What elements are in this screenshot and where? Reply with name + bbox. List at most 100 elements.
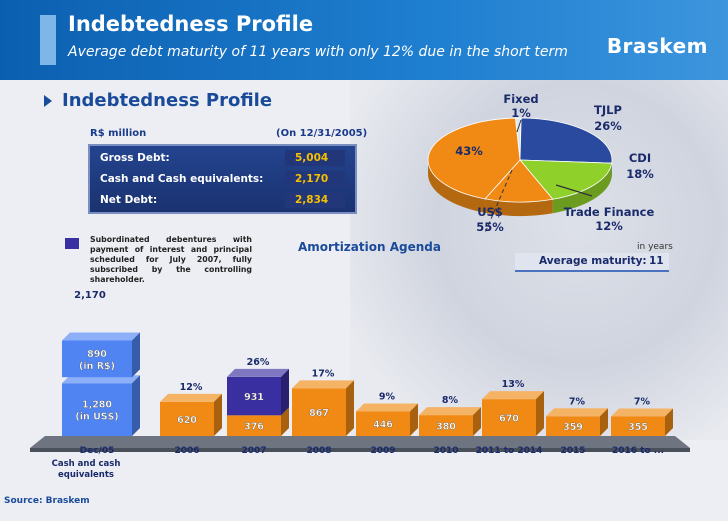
bar-0-upper-side xyxy=(132,332,140,378)
bar-value-label: 376 xyxy=(244,422,264,433)
bar-category-label: Dec/05 xyxy=(80,446,115,456)
logo-text: Braskem xyxy=(606,34,708,58)
bar-value-label: 359 xyxy=(563,422,583,433)
bar-2-upper-top xyxy=(227,368,289,377)
header-accent-bar xyxy=(40,15,56,65)
bar-6-lower-front xyxy=(482,399,536,436)
bar-7-lower xyxy=(546,408,608,436)
avg-maturity-value: 11 xyxy=(649,255,664,267)
row-value: 2,834 xyxy=(295,194,329,206)
bar-value-label: 446 xyxy=(373,420,393,431)
bar-3-lower-top xyxy=(292,380,354,389)
bar-chart-floor xyxy=(30,436,690,448)
bar-percent-label: 7% xyxy=(569,396,586,407)
bar-2-upper-side xyxy=(281,368,289,416)
bar-8-lower xyxy=(611,408,673,436)
bar-category-label: 2009 xyxy=(370,446,395,456)
bar-7-lower-front xyxy=(546,416,600,436)
bar-4-lower-top xyxy=(356,403,418,412)
bar-2-lower-front xyxy=(227,415,281,436)
bar-6-lower-side xyxy=(536,391,544,436)
bar-value-label: 867 xyxy=(309,408,329,419)
bar-6-lower xyxy=(482,391,544,436)
average-maturity-box: Average maturity: 11 xyxy=(515,253,669,272)
bar-percent-label: 7% xyxy=(634,396,651,407)
bar-value-label: 355 xyxy=(628,422,648,433)
row-value: 2,170 xyxy=(295,173,329,185)
bar-3-lower-front xyxy=(292,388,346,436)
bar-category-label: 2016 to ... xyxy=(612,446,664,456)
bar-category-label: 2008 xyxy=(306,446,331,456)
bar-1-lower xyxy=(160,393,222,436)
table-date-label: (On 12/31/2005) xyxy=(276,128,368,139)
table-row: Gross Debt: 5,004 xyxy=(90,148,355,168)
table-row: Net Debt: 2,834 xyxy=(90,190,355,210)
bar-1-lower-front xyxy=(160,401,214,436)
units-note: in years xyxy=(637,242,673,252)
bar-0-upper-front xyxy=(62,340,132,378)
bar-percent-label: 8% xyxy=(442,395,459,406)
bar-4-lower xyxy=(356,403,418,436)
page-subtitle: Average debt maturity of 11 years with o… xyxy=(68,44,568,60)
header-banner: Indebtedness Profile Average debt maturi… xyxy=(0,0,728,80)
page-title: Indebtedness Profile xyxy=(68,12,314,36)
row-label: Gross Debt: xyxy=(100,152,170,164)
bar-5-lower-top xyxy=(419,407,481,416)
bar-percent-label: 13% xyxy=(502,379,525,390)
table-row: Cash and Cash equivalents: 2,170 xyxy=(90,169,355,189)
table-unit-label: R$ million xyxy=(90,128,147,139)
bar-total-label: 2,170 xyxy=(74,290,106,301)
bar-category-label: 2007 xyxy=(241,446,266,456)
bar-value-label: 1,280 xyxy=(82,400,112,411)
bar-category-note: equivalents xyxy=(58,470,114,480)
bar-0-upper xyxy=(62,332,140,378)
debt-summary-table: Gross Debt: 5,004 Cash and Cash equivale… xyxy=(88,144,357,214)
bar-5-lower-front xyxy=(419,415,473,436)
bar-0-lower-top xyxy=(62,375,140,384)
bar-8-lower-front xyxy=(611,416,665,436)
bar-4-lower-front xyxy=(356,411,410,436)
bar-5-lower xyxy=(419,407,481,436)
braskem-logo: Braskem xyxy=(607,34,708,58)
bar-category-label: 2010 xyxy=(433,446,458,456)
section-arrow-icon xyxy=(44,95,52,107)
bar-percent-label: 17% xyxy=(312,368,335,379)
bar-value-label: 620 xyxy=(177,415,197,426)
bar-8-lower-top xyxy=(611,408,673,417)
source-note: Source: Braskem xyxy=(4,496,90,506)
bar-1-lower-side xyxy=(214,393,222,436)
row-label: Cash and Cash equivalents: xyxy=(100,173,264,185)
bar-value-label: 670 xyxy=(499,414,519,425)
bar-2-upper-front xyxy=(227,376,281,416)
bar-1-lower-top xyxy=(160,393,222,402)
bar-3-lower xyxy=(292,380,354,436)
bar-category-label: 2006 xyxy=(174,446,199,456)
bar-percent-label: 26% xyxy=(247,357,270,368)
legend-note: Subordinated debentures with payment of … xyxy=(90,235,252,284)
section-title: Indebtedness Profile xyxy=(62,90,273,111)
bar-percent-label: 9% xyxy=(379,391,396,402)
bar-value-label: (in US$) xyxy=(75,412,118,423)
bar-chart-floor-edge xyxy=(30,448,690,452)
bar-0-upper-top xyxy=(62,332,140,341)
bar-category-label: 2015 xyxy=(560,446,585,456)
bar-category-note: Cash and cash xyxy=(52,459,121,469)
bar-value-label: 931 xyxy=(244,392,264,403)
amortization-title: Amortization Agenda xyxy=(298,240,441,254)
bar-7-lower-top xyxy=(546,408,608,417)
bar-6-lower-top xyxy=(482,391,544,400)
bar-percent-label: 12% xyxy=(180,382,203,393)
bar-category-label: 2011 to 2014 xyxy=(476,446,543,456)
bar-8-lower-side xyxy=(665,408,673,436)
bar-0-lower-front xyxy=(62,383,132,436)
bar-5-lower-side xyxy=(473,407,481,436)
legend-swatch xyxy=(65,238,79,249)
bar-3-lower-side xyxy=(346,380,354,436)
bar-2-lower-side xyxy=(281,407,289,436)
bar-0-lower-side xyxy=(132,375,140,436)
bar-4-lower-side xyxy=(410,403,418,436)
row-value: 5,004 xyxy=(295,152,329,164)
bar-2-upper xyxy=(227,368,289,416)
bar-value-label: 890 xyxy=(87,349,107,360)
